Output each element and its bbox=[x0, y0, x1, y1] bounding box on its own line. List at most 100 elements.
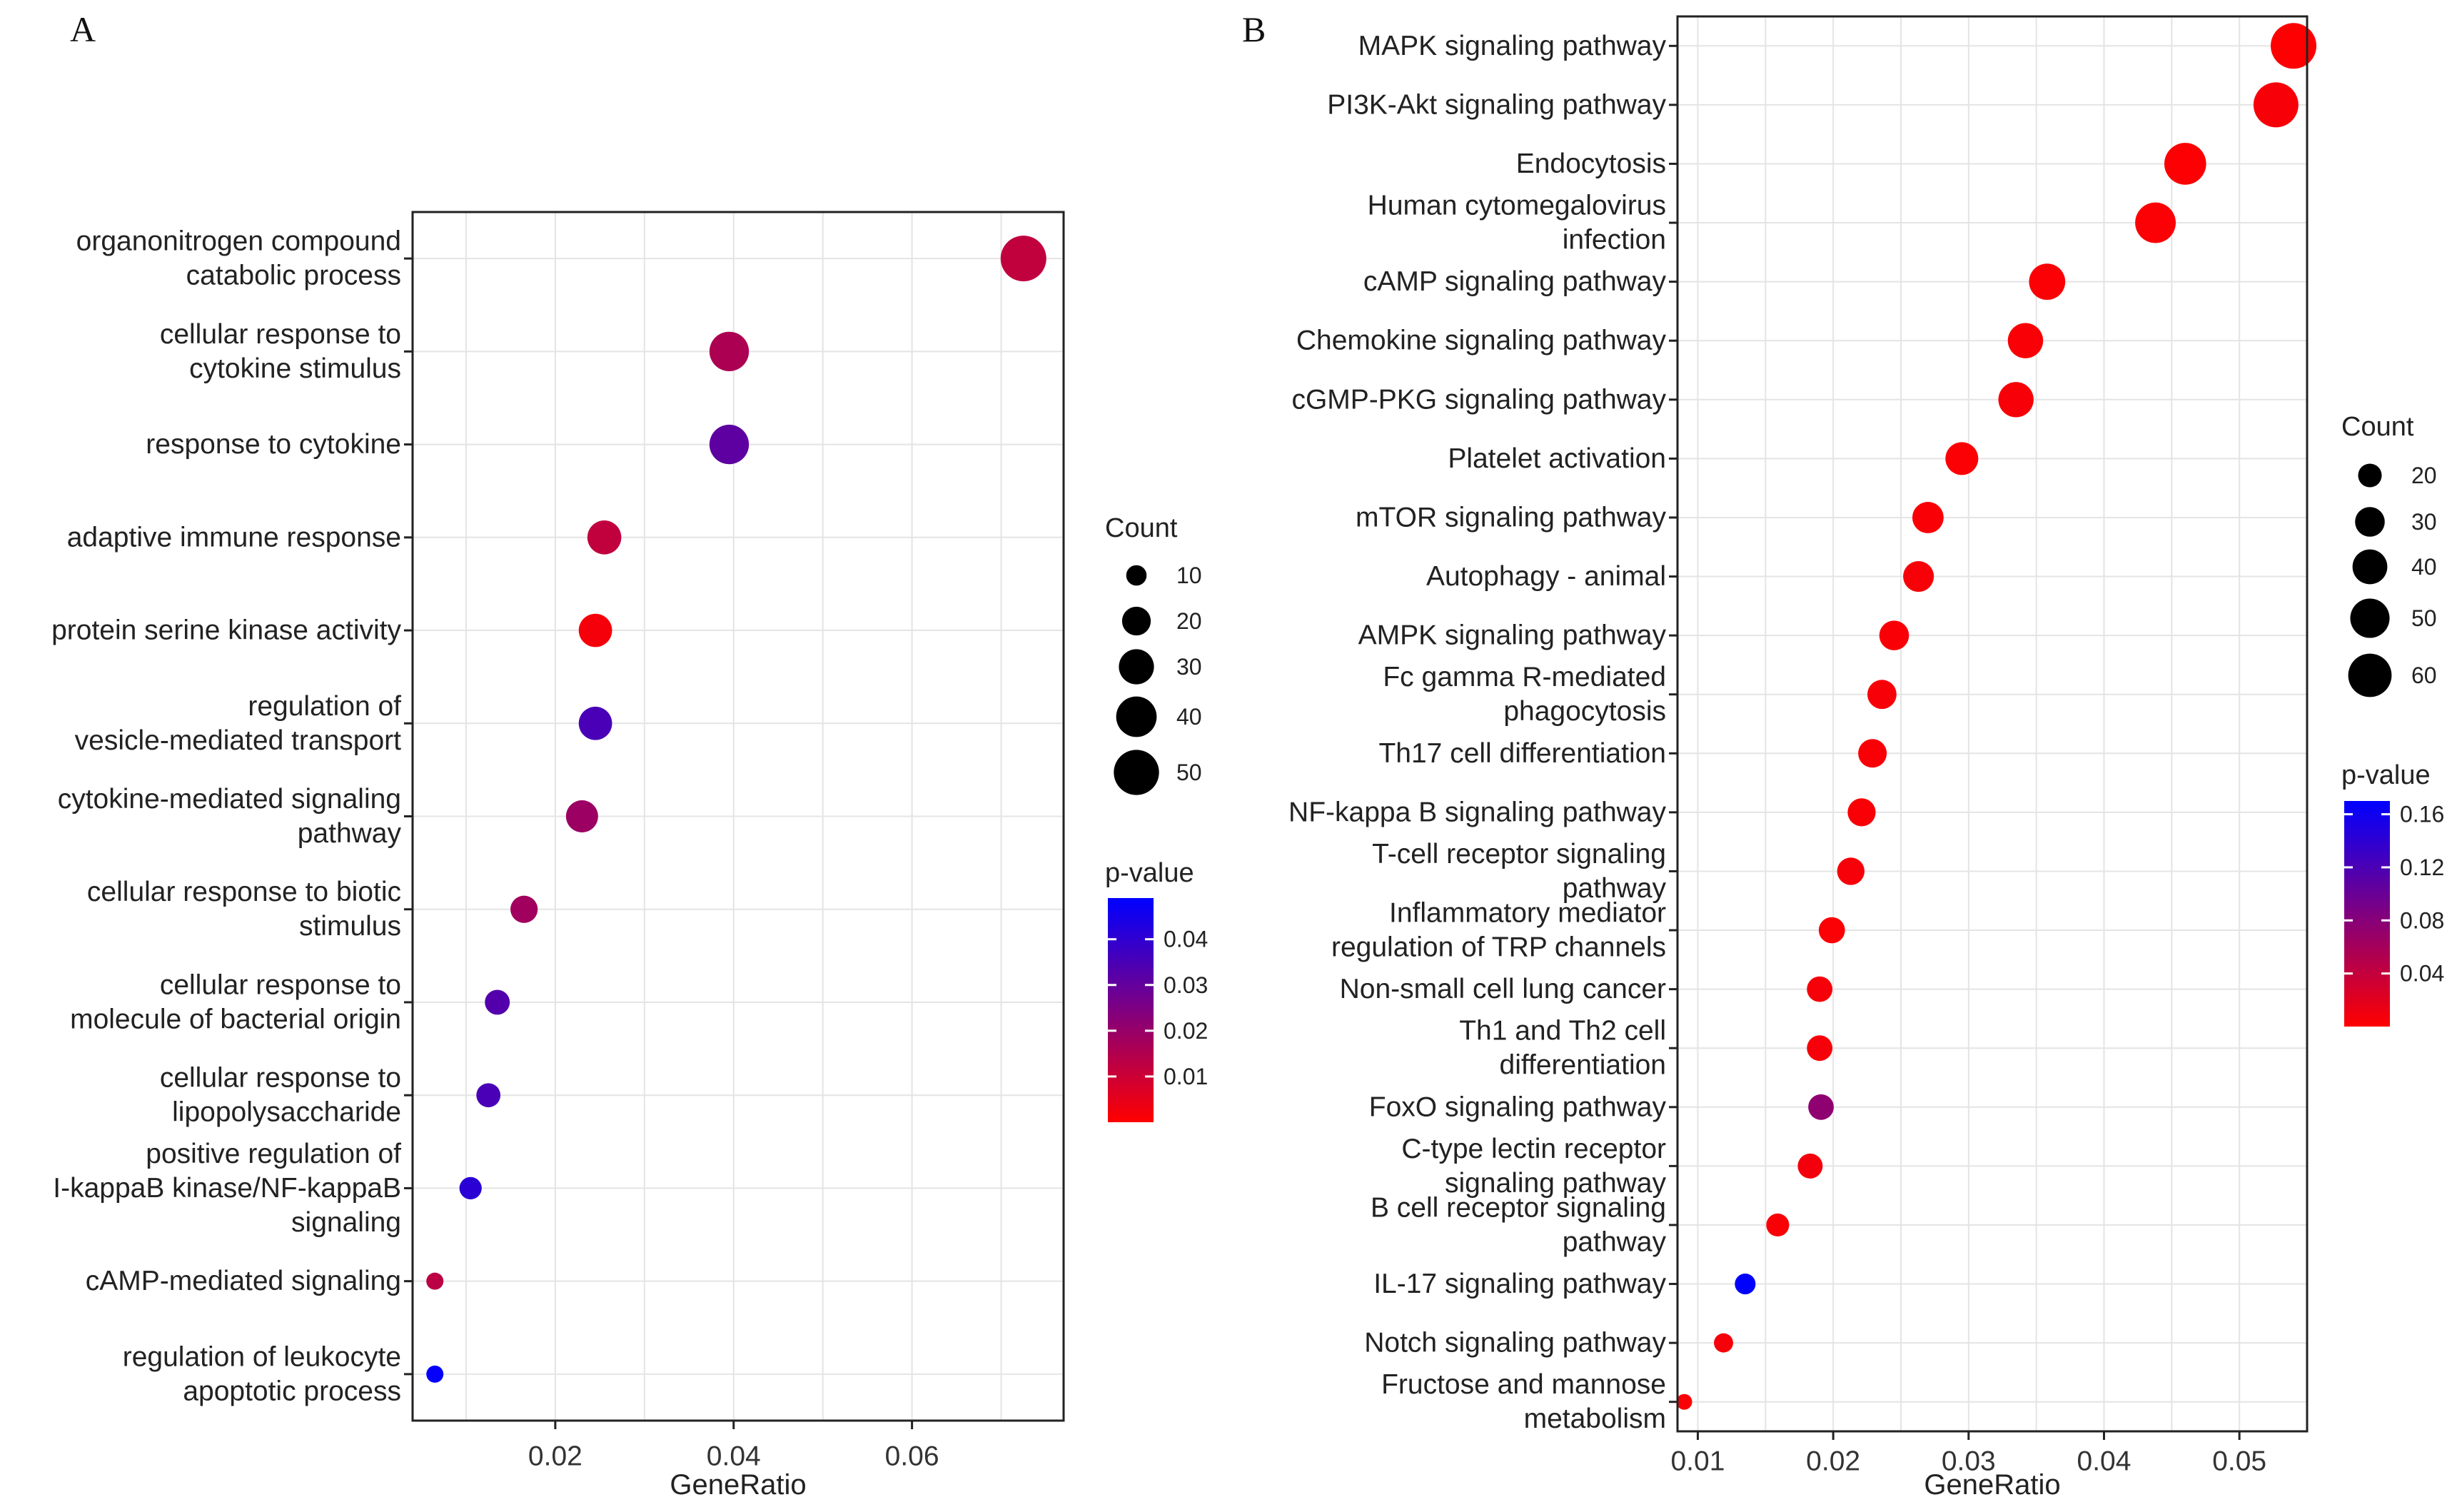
size-legend-dot bbox=[1116, 696, 1157, 737]
category-label: Chemokine signaling pathway bbox=[1296, 326, 1667, 356]
category-label: cAMP signaling pathway bbox=[1363, 266, 1667, 297]
size-legend-label: 30 bbox=[1176, 654, 1202, 680]
data-point bbox=[2253, 82, 2299, 128]
color-legend-bar bbox=[2344, 801, 2390, 1027]
plot-frame bbox=[1676, 15, 2309, 1433]
data-point bbox=[1808, 1094, 1834, 1120]
size-legend-dot bbox=[1126, 565, 1147, 586]
size-legend-dot bbox=[1114, 750, 1159, 795]
category-label: Fructose and mannose bbox=[1381, 1369, 1666, 1400]
data-point bbox=[1847, 798, 1876, 827]
category-label: differentiation bbox=[1500, 1050, 1666, 1081]
category-label: NF-kappa B signaling pathway bbox=[1288, 797, 1666, 827]
category-label: Endocytosis bbox=[1516, 148, 1666, 179]
data-point bbox=[578, 613, 612, 647]
category-label: signaling pathway bbox=[1445, 1168, 1667, 1199]
panel-a-letter: A bbox=[70, 9, 96, 49]
category-label: Human cytomegalovirus bbox=[1368, 191, 1666, 221]
data-point bbox=[426, 1365, 444, 1383]
x-tick-label: 0.03 bbox=[1942, 1446, 1996, 1477]
color-legend-label: 0.02 bbox=[1164, 1018, 1208, 1044]
category-label: cellular response to bbox=[160, 1063, 401, 1094]
data-point bbox=[1837, 857, 1865, 885]
data-point bbox=[1807, 1035, 1833, 1062]
x-tick-label: 0.06 bbox=[885, 1441, 939, 1472]
data-point bbox=[510, 895, 538, 923]
color-legend-label: 0.01 bbox=[1164, 1064, 1208, 1089]
color-legend-bar bbox=[1108, 898, 1154, 1122]
size-legend-label: 60 bbox=[2411, 662, 2437, 688]
category-label: Inflammatory mediator bbox=[1389, 898, 1666, 929]
size-legend-title: Count bbox=[1105, 513, 1178, 543]
category-label: FoxO signaling pathway bbox=[1369, 1092, 1667, 1122]
category-label: pathway bbox=[1563, 873, 1667, 904]
plot-area bbox=[1677, 16, 2307, 1431]
data-point bbox=[1867, 680, 1897, 710]
category-label: protein serine kinase activity bbox=[51, 615, 401, 646]
category-label: I-kappaB kinase/NF-kappaB bbox=[53, 1173, 401, 1204]
color-legend-title: p-value bbox=[1105, 858, 1194, 888]
size-legend-dot bbox=[2358, 463, 2382, 488]
data-point bbox=[578, 706, 612, 740]
category-label: stimulus bbox=[299, 911, 401, 942]
category-label: organonitrogen compound bbox=[76, 226, 401, 257]
data-point bbox=[1807, 976, 1833, 1002]
category-label: Th17 cell differentiation bbox=[1378, 738, 1666, 769]
size-legend-label: 50 bbox=[2411, 605, 2437, 631]
color-legend-label: 0.04 bbox=[2400, 961, 2444, 987]
size-legend-label: 30 bbox=[2411, 509, 2437, 535]
category-label: MAPK signaling pathway bbox=[1358, 31, 1667, 61]
data-point bbox=[2007, 323, 2044, 358]
size-legend-label: 50 bbox=[1176, 760, 1202, 785]
category-label: phagocytosis bbox=[1503, 696, 1666, 727]
category-label: lipopolysaccharide bbox=[172, 1097, 401, 1128]
category-label: positive regulation of bbox=[146, 1139, 401, 1169]
data-point bbox=[2135, 202, 2176, 243]
category-label: B cell receptor signaling bbox=[1371, 1192, 1666, 1223]
x-tick-label: 0.04 bbox=[707, 1441, 761, 1472]
category-label: cellular response to bbox=[160, 319, 401, 350]
category-label: pathway bbox=[298, 818, 402, 849]
data-point bbox=[2271, 23, 2317, 69]
data-point bbox=[2029, 263, 2066, 300]
category-label: C-type lectin receptor bbox=[1401, 1134, 1666, 1164]
size-legend-dot bbox=[1119, 649, 1154, 685]
category-label: catabolic process bbox=[186, 261, 401, 291]
category-label: regulation of bbox=[248, 691, 401, 722]
data-point bbox=[1735, 1273, 1756, 1295]
data-point bbox=[426, 1272, 444, 1290]
size-legend-label: 20 bbox=[1176, 608, 1202, 634]
data-point bbox=[1858, 739, 1887, 768]
data-point bbox=[1945, 442, 1979, 475]
data-point bbox=[1766, 1213, 1790, 1237]
size-legend-label: 40 bbox=[2411, 554, 2437, 580]
category-label: metabolism bbox=[1524, 1403, 1666, 1434]
color-legend-label: 0.03 bbox=[1164, 972, 1208, 998]
data-point bbox=[2164, 143, 2206, 185]
data-point bbox=[459, 1176, 482, 1200]
panel-b-letter: B bbox=[1242, 9, 1266, 49]
category-label: vesicle-mediated transport bbox=[75, 725, 402, 756]
category-label: T-cell receptor signaling bbox=[1372, 839, 1666, 870]
color-legend-label: 0.12 bbox=[2400, 855, 2444, 880]
data-point bbox=[1998, 382, 2034, 418]
category-label: signaling bbox=[291, 1207, 401, 1238]
x-tick-label: 0.05 bbox=[2212, 1446, 2266, 1477]
category-label: cellular response to bbox=[160, 969, 401, 1000]
x-tick-label: 0.01 bbox=[1670, 1446, 1725, 1477]
category-label: molecule of bacterial origin bbox=[70, 1004, 401, 1034]
data-point bbox=[1000, 236, 1046, 282]
size-legend-label: 20 bbox=[2411, 463, 2437, 488]
category-label: Autophagy - animal bbox=[1426, 561, 1666, 592]
data-point bbox=[485, 989, 510, 1015]
category-label: regulation of leukocyte bbox=[123, 1341, 401, 1372]
category-label: adaptive immune response bbox=[67, 522, 401, 553]
category-label: AMPK signaling pathway bbox=[1358, 620, 1667, 651]
category-label: cAMP-mediated signaling bbox=[86, 1266, 401, 1296]
category-label: pathway bbox=[1563, 1226, 1667, 1257]
panel-a-dot-plot: organonitrogen compound catabolic process… bbox=[51, 211, 1208, 1501]
panel-b-dot-plot: MAPK signaling pathway PI3K-Akt signaling… bbox=[1288, 15, 2444, 1501]
data-point bbox=[1912, 502, 1944, 533]
data-point bbox=[1879, 620, 1909, 650]
